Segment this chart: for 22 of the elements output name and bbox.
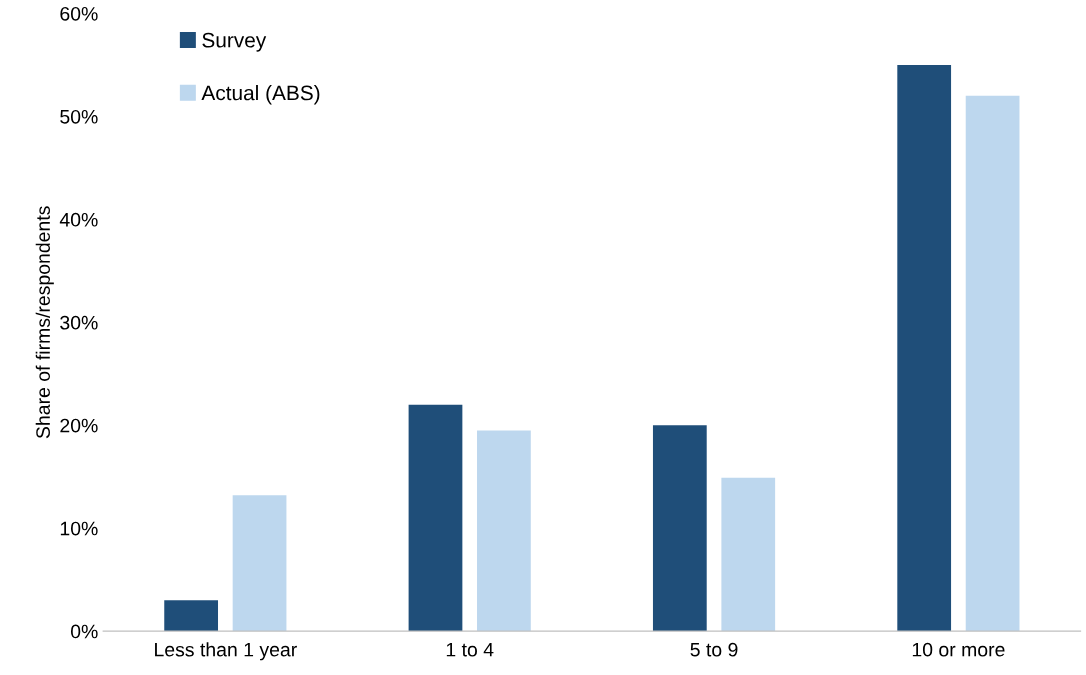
y-tick-label: 60% [60, 6, 98, 21]
x-tick-label: 1 to 4 [446, 642, 494, 657]
x-tick-label: 10 or more [912, 642, 1005, 657]
bar [232, 495, 287, 632]
y-tick-label: 0% [70, 624, 98, 639]
bar [408, 404, 463, 632]
bar [721, 477, 776, 632]
y-axis-title: Share of firms/respondents [35, 206, 54, 439]
bar [477, 430, 531, 632]
y-tick-label: 30% [60, 315, 98, 330]
y-tick-label: 20% [60, 418, 98, 433]
x-tick-label: 5 to 9 [690, 642, 738, 657]
bar [897, 64, 952, 632]
legend-label: Survey [202, 32, 267, 52]
bar [965, 95, 1020, 632]
bar [652, 425, 707, 632]
y-tick-label: 50% [60, 109, 98, 124]
bar [164, 600, 219, 632]
legend-label: Actual (ABS) [201, 85, 320, 105]
y-tick-label: 10% [60, 521, 98, 536]
y-tick-label: 40% [59, 212, 98, 227]
x-tick-label: Less than 1 year [155, 642, 297, 661]
